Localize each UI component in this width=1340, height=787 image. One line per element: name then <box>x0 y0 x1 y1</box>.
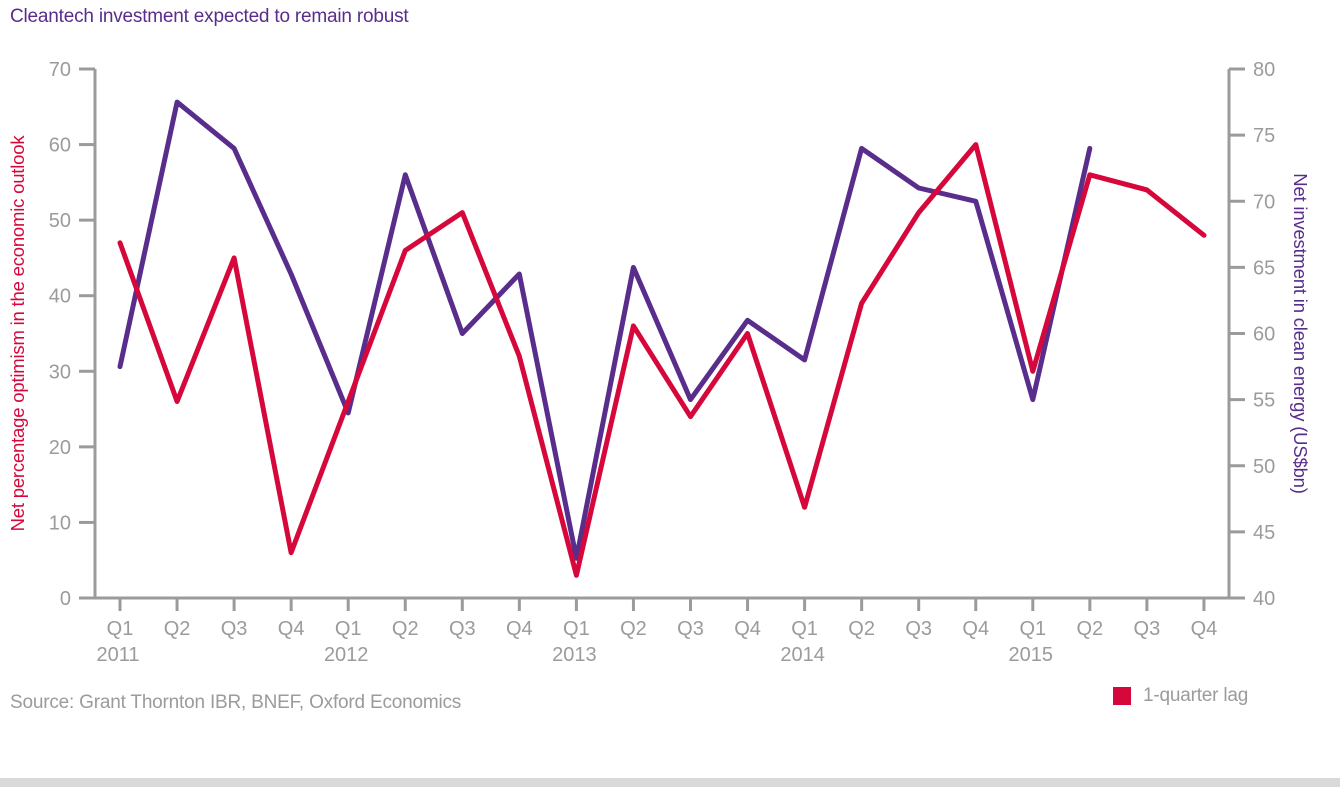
left-tick-label: 40 <box>49 286 71 308</box>
x-tick-label: Q3 <box>677 618 704 640</box>
x-tick-label: Q2 <box>392 618 419 640</box>
right-tick-label: 75 <box>1253 125 1275 147</box>
right-axis-title: Net investment in clean energy (US$bn) <box>1290 173 1311 493</box>
x-tick-label: Q1 <box>1019 618 1046 640</box>
left-axis-title: Net percentage optimism in the economic … <box>7 135 28 532</box>
year-label: 2014 <box>780 644 825 666</box>
year-label: 2011 <box>96 644 139 666</box>
x-tick-label: Q4 <box>1191 618 1218 640</box>
left-tick-label: 10 <box>49 512 71 534</box>
right-tick-label: 70 <box>1253 191 1275 213</box>
right-tick-label: 60 <box>1253 324 1275 346</box>
x-tick-label: Q1 <box>563 618 590 640</box>
x-tick-label: Q2 <box>848 618 875 640</box>
right-tick-label: 55 <box>1253 390 1275 412</box>
x-tick-label: Q2 <box>620 618 647 640</box>
left-tick-label: 70 <box>49 59 71 81</box>
legend-swatch-icon <box>1113 687 1131 705</box>
x-tick-label: Q1 <box>107 618 134 640</box>
series-line-investment <box>117 99 1093 561</box>
x-tick-label: Q1 <box>335 618 362 640</box>
x-tick-label: Q4 <box>962 618 989 640</box>
x-tick-label: Q4 <box>506 618 533 640</box>
chart-title: Cleantech investment expected to remain … <box>10 6 409 27</box>
x-tick-label: Q3 <box>221 618 248 640</box>
x-tick-label: Q4 <box>278 618 305 640</box>
right-tick-label: 50 <box>1253 456 1275 478</box>
right-tick-label: 65 <box>1253 257 1275 279</box>
year-label: 2013 <box>552 644 597 666</box>
x-tick-label: Q3 <box>905 618 932 640</box>
x-tick-label: Q4 <box>734 618 761 640</box>
left-tick-label: 50 <box>49 210 71 232</box>
left-tick-label: 0 <box>60 588 71 610</box>
bottom-strip <box>0 778 1340 787</box>
right-tick-label: 80 <box>1253 59 1275 81</box>
series-line-optimism <box>117 142 1207 578</box>
left-tick-label: 20 <box>49 437 71 459</box>
x-tick-label: Q1 <box>791 618 818 640</box>
right-tick-label: 40 <box>1253 588 1275 610</box>
x-tick-label: Q3 <box>449 618 476 640</box>
left-tick-label: 30 <box>49 361 71 383</box>
x-tick-label: Q2 <box>164 618 191 640</box>
left-tick-label: 60 <box>49 135 71 157</box>
dual-axis-line-chart: 0 10 20 30 40 50 60 70 40 45 50 55 60 65 70 75 80 Q1 2011 Q… <box>7 59 1311 666</box>
x-tick-label: Q2 <box>1077 618 1104 640</box>
source-note: Source: Grant Thornton IBR, BNEF, Oxford… <box>10 692 462 713</box>
legend-label: 1-quarter lag <box>1143 685 1249 706</box>
legend: 1-quarter lag <box>1113 685 1248 707</box>
year-label: 2015 <box>1009 644 1054 666</box>
x-tick-label: Q3 <box>1134 618 1161 640</box>
year-label: 2012 <box>324 644 369 666</box>
right-tick-label: 45 <box>1253 522 1275 544</box>
